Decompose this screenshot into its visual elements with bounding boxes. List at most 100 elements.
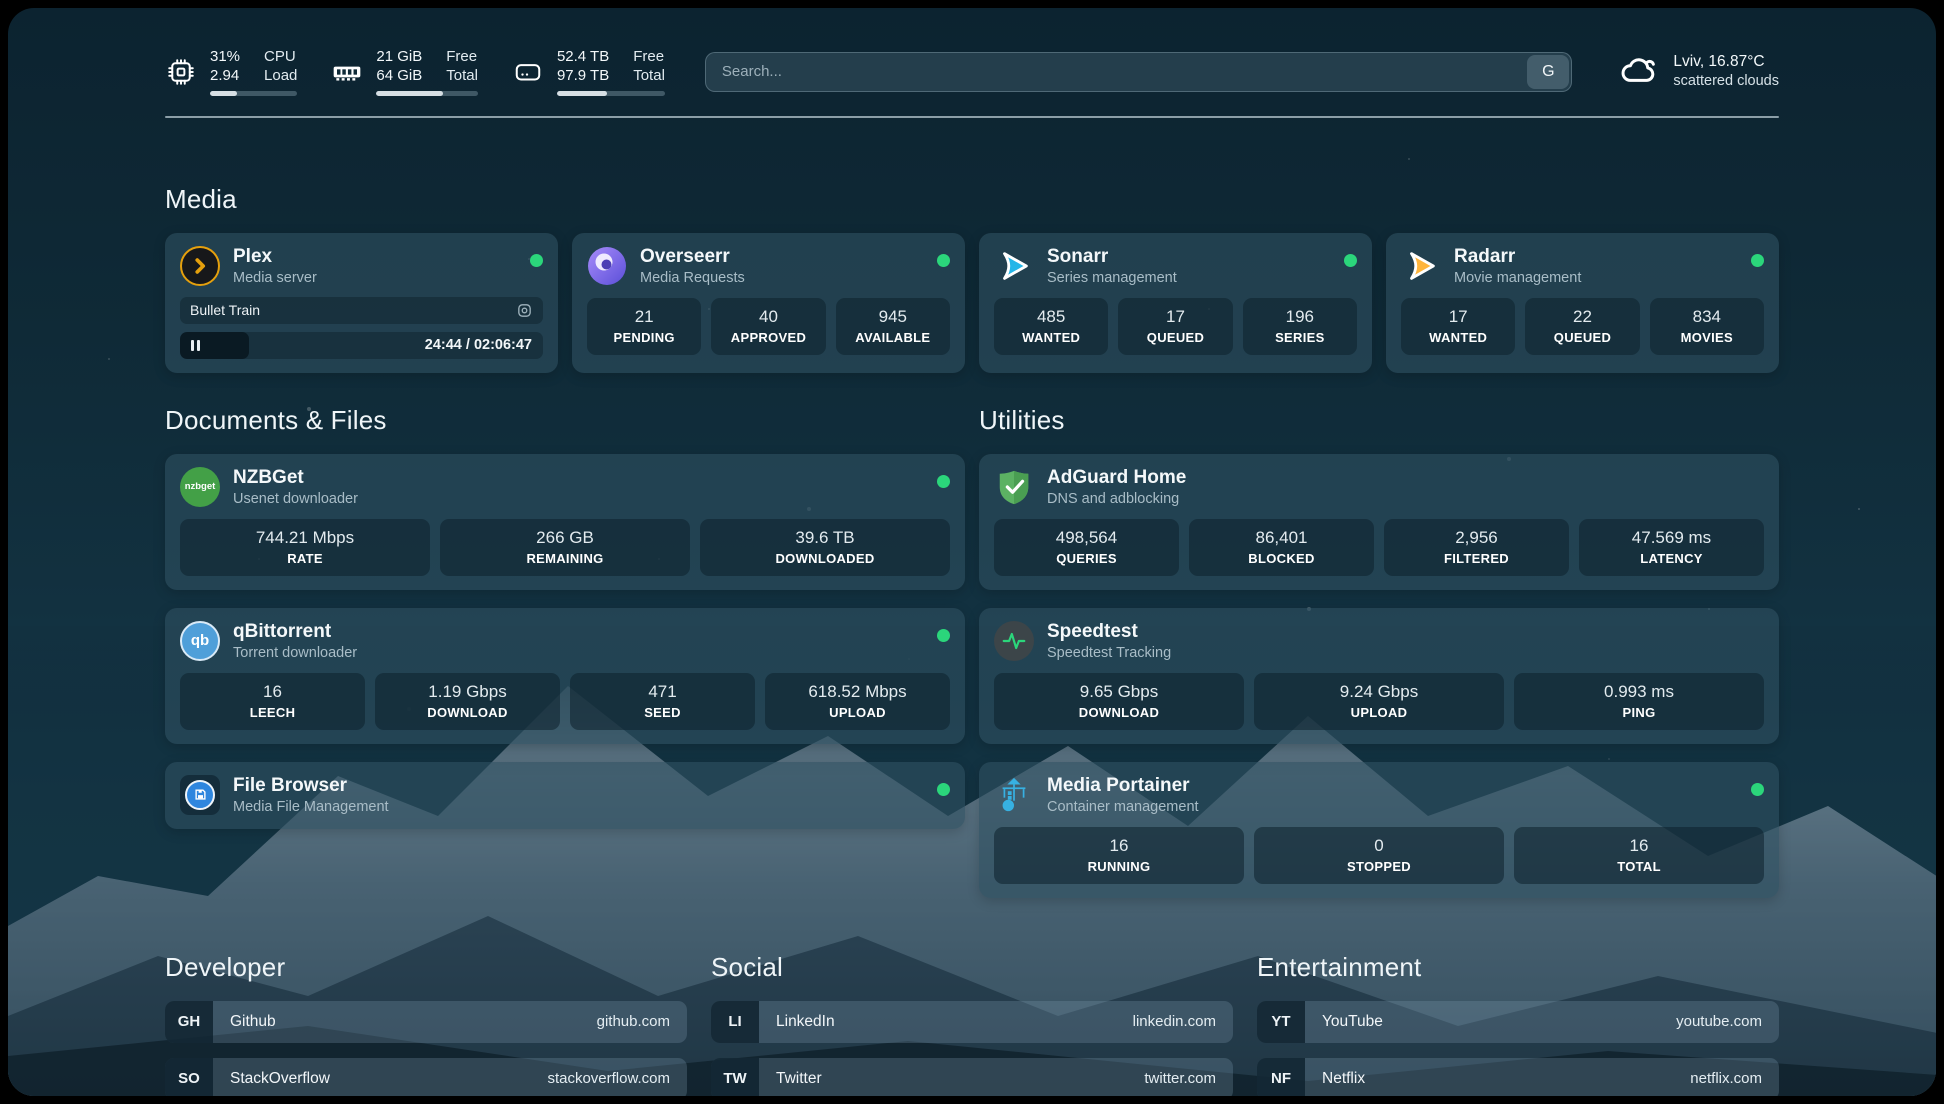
card-portainer[interactable]: Media Portainer Container management 16 … bbox=[979, 761, 1779, 898]
stat-value: 17 bbox=[1448, 306, 1468, 326]
stat-label: UPLOAD bbox=[1350, 704, 1408, 720]
stat-tile: 9.24 Gbps UPLOAD bbox=[1254, 672, 1504, 730]
card-qbittorrent[interactable]: qb qBittorrent Torrent downloader 16 bbox=[165, 607, 965, 744]
app-subtitle: Movie management bbox=[1454, 269, 1582, 286]
app-title: Plex bbox=[233, 245, 273, 267]
stat-label: UPLOAD bbox=[829, 704, 886, 720]
stat-tile: 17 QUEUED bbox=[1118, 297, 1233, 355]
cpu-usage-value: 31% bbox=[210, 48, 241, 65]
stat-value: 618.52 Mbps bbox=[808, 681, 907, 701]
cpu-icon bbox=[165, 56, 197, 88]
bookmark-netflix[interactable]: NF Netflix netflix.com bbox=[1257, 1057, 1779, 1096]
disk-progress-bar bbox=[556, 90, 665, 96]
section-utilities: Utilities bbox=[979, 405, 1779, 898]
app-subtitle: Speedtest Tracking bbox=[1047, 644, 1172, 661]
app-subtitle: Torrent downloader bbox=[233, 644, 358, 661]
filebrowser-icon bbox=[180, 774, 220, 815]
section-title-utilities: Utilities bbox=[979, 404, 1065, 435]
card-filebrowser[interactable]: File Browser Media File Management bbox=[165, 761, 965, 829]
bookmark-url: netflix.com bbox=[1690, 1070, 1762, 1087]
status-dot bbox=[937, 253, 950, 267]
stat-tile: 0.993 ms PING bbox=[1514, 672, 1764, 730]
card-nzbget[interactable]: nzbget NZBGet Usenet downloader 744.21 M… bbox=[165, 453, 965, 590]
qbittorrent-icon-label: qb bbox=[190, 632, 210, 649]
section-media: Media Plex Media server bbox=[165, 184, 1779, 373]
stat-tile: 834 MOVIES bbox=[1649, 297, 1764, 355]
card-adguard[interactable]: AdGuard Home DNS and adblocking 498,564 … bbox=[979, 453, 1779, 590]
memory-progress-bar bbox=[376, 90, 478, 96]
cpu-usage-label: CPU bbox=[264, 48, 296, 65]
memory-total-label: Total bbox=[446, 66, 478, 84]
card-overseerr[interactable]: Overseerr Media Requests 21 PENDING 40 A… bbox=[572, 232, 965, 373]
section-social: Social LI LinkedIn linkedin.com TW Twitt… bbox=[711, 952, 1233, 1096]
app-subtitle: Container management bbox=[1047, 798, 1199, 815]
stat-tile: 196 SERIES bbox=[1242, 297, 1357, 355]
section-title-entertainment: Entertainment bbox=[1257, 951, 1422, 982]
stat-label: STOPPED bbox=[1347, 858, 1411, 874]
cloud-icon bbox=[1618, 48, 1660, 95]
stat-tile: 2,956 FILTERED bbox=[1384, 518, 1569, 576]
app-title: File Browser bbox=[233, 774, 348, 796]
card-speedtest[interactable]: Speedtest Speedtest Tracking 9.65 Gbps D… bbox=[979, 607, 1779, 744]
memory-values: 21 GiB 64 GiB bbox=[376, 48, 422, 86]
bookmark-badge: NF bbox=[1257, 1057, 1305, 1096]
disk-total-value: 97.9 TB bbox=[556, 66, 610, 84]
bookmark-linkedin[interactable]: LI LinkedIn linkedin.com bbox=[711, 1000, 1233, 1043]
bookmark-name: Twitter bbox=[776, 1069, 822, 1087]
status-dot bbox=[1344, 253, 1357, 267]
app-title: NZBGet bbox=[233, 466, 304, 488]
bookmark-url: stackoverflow.com bbox=[547, 1070, 670, 1087]
stat-value: 485 bbox=[1036, 306, 1066, 326]
card-plex[interactable]: Plex Media server Bullet Train bbox=[165, 232, 558, 373]
bookmark-badge: YT bbox=[1257, 1000, 1305, 1043]
app-subtitle: Usenet downloader bbox=[233, 490, 358, 507]
bookmark-badge: SO bbox=[165, 1057, 213, 1096]
bookmark-name: YouTube bbox=[1322, 1012, 1383, 1030]
section-title-developer: Developer bbox=[165, 951, 286, 982]
stat-tile: 47.569 ms LATENCY bbox=[1579, 518, 1764, 576]
stat-value: 0 bbox=[1374, 835, 1384, 855]
card-radarr[interactable]: Radarr Movie management 17 WANTED 22 QUE… bbox=[1386, 232, 1779, 373]
app-subtitle: Series management bbox=[1047, 269, 1177, 286]
status-dot bbox=[937, 628, 950, 642]
section-title-documents: Documents & Files bbox=[165, 404, 387, 435]
app-title: Sonarr bbox=[1047, 245, 1109, 267]
bookmark-youtube[interactable]: YT YouTube youtube.com bbox=[1257, 1000, 1779, 1043]
search-bar: G bbox=[704, 51, 1573, 92]
stat-tile: 16 TOTAL bbox=[1514, 826, 1764, 884]
stat-value: 16 bbox=[1629, 835, 1649, 855]
stat-label: RUNNING bbox=[1087, 858, 1151, 874]
stat-label: BLOCKED bbox=[1248, 550, 1315, 566]
stat-tile: 618.52 Mbps UPLOAD bbox=[765, 672, 950, 730]
portainer-icon bbox=[994, 775, 1034, 815]
header-divider bbox=[165, 115, 1779, 118]
playback-time: 24:44 / 02:06:47 bbox=[424, 337, 532, 353]
bookmark-twitter[interactable]: TW Twitter twitter.com bbox=[711, 1057, 1233, 1096]
section-title-media: Media bbox=[165, 183, 237, 214]
bookmark-url: twitter.com bbox=[1144, 1070, 1216, 1087]
stat-value: 16 bbox=[263, 681, 282, 701]
status-dot bbox=[1751, 253, 1764, 267]
memory-free-value: 21 GiB bbox=[376, 48, 423, 65]
stat-value: 945 bbox=[878, 306, 907, 326]
card-sonarr[interactable]: Sonarr Series management 485 WANTED 17 Q… bbox=[979, 232, 1372, 373]
bookmark-github[interactable]: GH Github github.com bbox=[165, 1000, 687, 1043]
stat-value: 1.19 Gbps bbox=[428, 681, 507, 701]
weather-widget: Lviv, 16.87°C scattered clouds bbox=[1618, 48, 1779, 95]
bookmark-stackoverflow[interactable]: SO StackOverflow stackoverflow.com bbox=[165, 1057, 687, 1096]
adguard-icon bbox=[994, 467, 1034, 507]
search-input[interactable] bbox=[704, 51, 1573, 92]
plex-icon bbox=[180, 245, 220, 286]
stat-label: DOWNLOAD bbox=[1078, 704, 1160, 720]
snow-specks bbox=[8, 8, 10, 10]
bookmark-badge: LI bbox=[711, 1000, 759, 1043]
stat-label: SEED bbox=[644, 704, 681, 720]
google-search-button[interactable]: G bbox=[1527, 54, 1570, 89]
nzbget-icon-label: nzbget bbox=[184, 481, 216, 492]
memory-labels: Free Total bbox=[446, 48, 478, 86]
sonarr-icon bbox=[994, 246, 1034, 286]
stat-value: 16 bbox=[1109, 835, 1129, 855]
stat-label: WANTED bbox=[1022, 329, 1081, 345]
qbittorrent-icon: qb bbox=[180, 620, 220, 661]
stat-label: AVAILABLE bbox=[855, 329, 931, 345]
